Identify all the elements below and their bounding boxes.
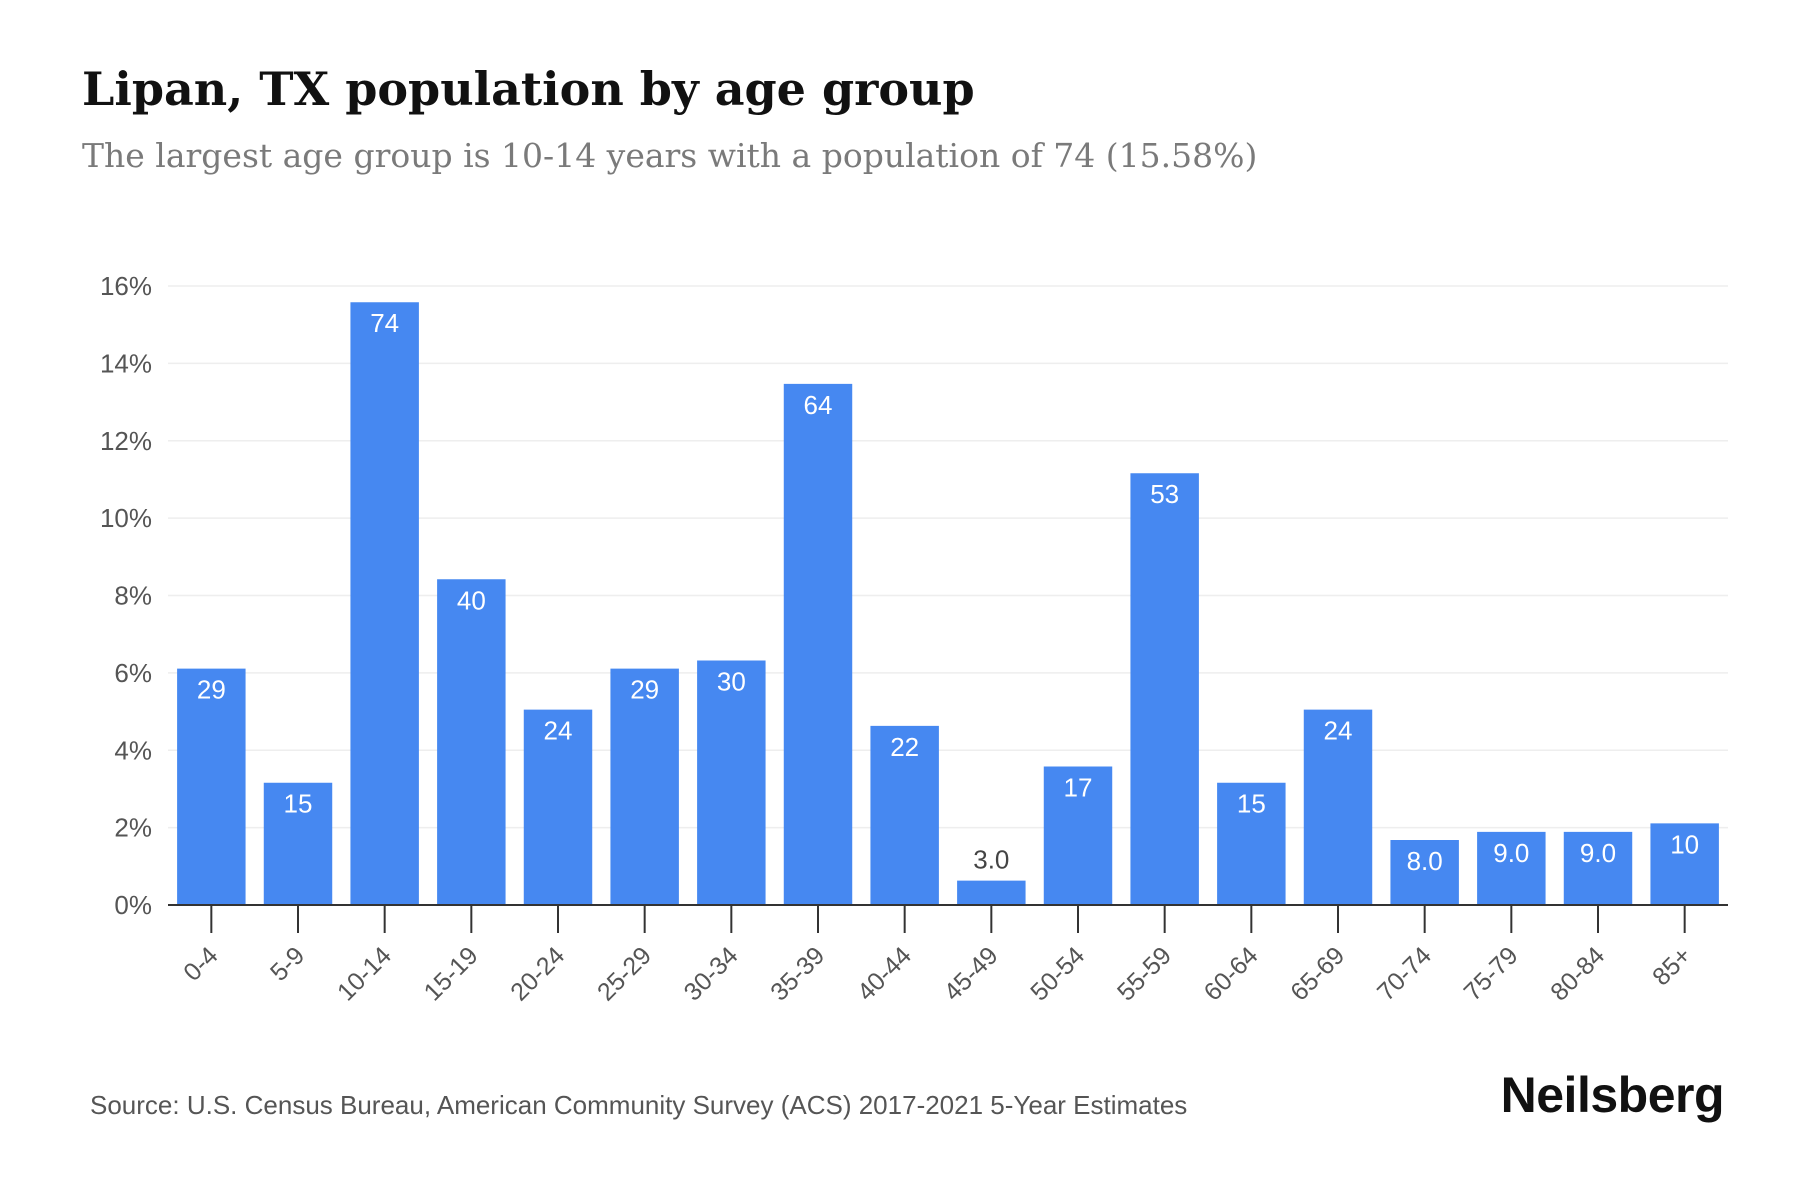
x-tick-label: 55-59	[1112, 941, 1177, 1006]
bar-80-84	[1563, 831, 1633, 905]
x-tick-label: 75-79	[1459, 941, 1524, 1006]
y-tick-label: 14%	[100, 348, 152, 378]
bar-45-49	[957, 880, 1026, 905]
x-tick-label: 20-24	[505, 941, 570, 1006]
y-tick-label: 4%	[114, 735, 152, 765]
bar-85+	[1650, 823, 1719, 905]
y-tick-label: 0%	[114, 890, 152, 920]
bar-30-34	[697, 660, 766, 905]
data-label: 53	[1150, 479, 1179, 509]
y-tick-label: 6%	[114, 658, 152, 688]
x-tick-label: 80-84	[1545, 941, 1610, 1006]
data-label: 22	[890, 732, 919, 762]
x-tick-label: 25-29	[592, 941, 657, 1006]
x-tick-label: 15-19	[419, 941, 484, 1006]
data-label: 17	[1064, 772, 1093, 802]
bar-55-59	[1130, 473, 1199, 905]
bar-5-9	[263, 782, 333, 905]
source-note: Source: U.S. Census Bureau, American Com…	[90, 1090, 1188, 1120]
data-label: 24	[1324, 716, 1353, 746]
bar-60-64	[1217, 782, 1286, 905]
x-tick-label: 50-54	[1025, 941, 1090, 1006]
chart-subtitle: The largest age group is 10-14 years wit…	[82, 136, 1258, 175]
x-tick-label: 40-44	[852, 941, 917, 1006]
y-tick-label: 12%	[100, 426, 152, 456]
data-label: 8.0	[1407, 846, 1443, 876]
x-tick-label: 45-49	[939, 941, 1004, 1006]
data-label: 15	[284, 789, 313, 819]
x-tick-label: 85+	[1647, 941, 1697, 991]
y-tick-label: 2%	[114, 813, 152, 843]
data-label: 15	[1237, 789, 1266, 819]
data-label: 10	[1670, 829, 1699, 859]
bar-0-4	[177, 668, 246, 905]
data-labels: 29 15 74 40 24 29 30 64 22 3.0 17 53 15 24 8.0 9.0 9.0 10	[197, 308, 1699, 876]
bar-10-14	[350, 302, 419, 905]
x-tick-label: 0-4	[178, 941, 223, 986]
bar-25-29	[610, 668, 679, 905]
grid-lines	[168, 285, 1728, 829]
bar-35-39	[783, 383, 853, 905]
bar-20-24	[523, 709, 593, 905]
data-label: 40	[457, 585, 486, 615]
bar-40-44	[870, 725, 939, 905]
data-label: 29	[630, 675, 659, 705]
chart-title: Lipan, TX population by age group	[82, 62, 975, 116]
data-label: 9.0	[1580, 838, 1616, 868]
x-tick-label: 35-39	[765, 941, 830, 1006]
y-tick-label: 8%	[114, 581, 152, 611]
x-tick-label: 65-69	[1285, 941, 1350, 1006]
y-tick-label: 16%	[100, 271, 152, 301]
bar-50-54	[1043, 766, 1113, 905]
x-tick-label: 10-14	[332, 941, 397, 1006]
data-label: 64	[804, 390, 833, 420]
bar-70-74	[1390, 840, 1459, 905]
bars	[177, 302, 1719, 905]
data-label: 3.0	[973, 845, 1009, 875]
bar-75-79	[1477, 831, 1546, 905]
x-tick-label: 5-9	[265, 941, 310, 986]
x-tick-label: 70-74	[1372, 941, 1437, 1006]
y-tick-label: 10%	[100, 503, 152, 533]
data-label: 9.0	[1493, 838, 1529, 868]
x-tick-label: 30-34	[679, 941, 744, 1006]
data-label: 29	[197, 675, 226, 705]
data-label: 74	[370, 308, 399, 338]
bar-65-69	[1303, 709, 1373, 905]
brand-logo: Neilsberg	[1500, 1067, 1725, 1123]
bar-15-19	[437, 579, 506, 905]
x-tick-label: 60-64	[1199, 941, 1264, 1006]
data-label: 30	[717, 666, 746, 696]
data-label: 24	[544, 716, 573, 746]
